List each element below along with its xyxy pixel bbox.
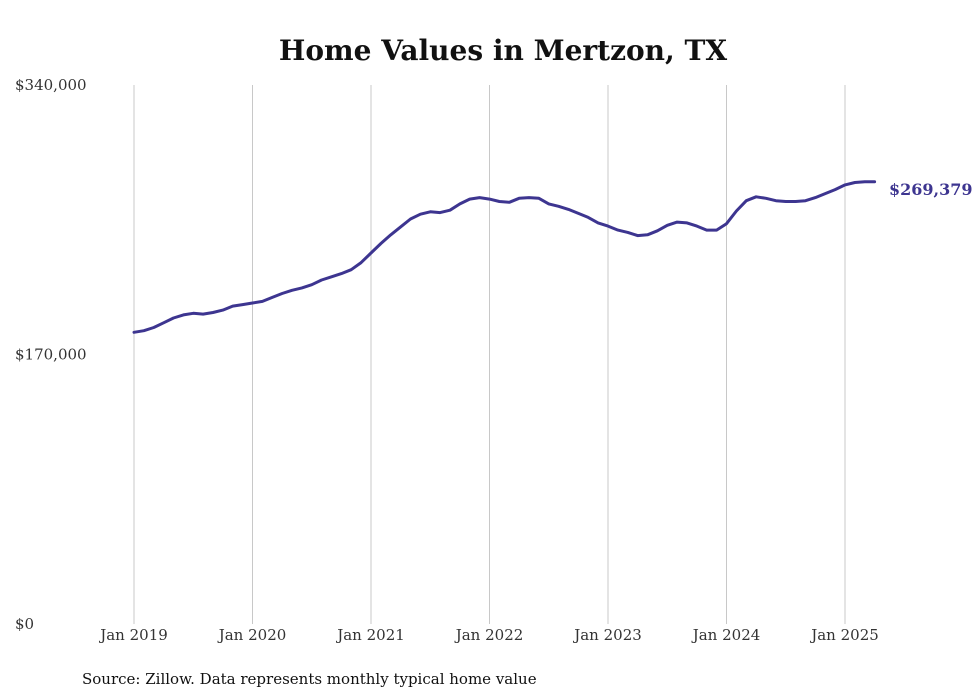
y-axis-ticks: $340,000 $170,000 $0 bbox=[15, 76, 87, 633]
y-tick-label: $170,000 bbox=[15, 346, 87, 364]
x-tick-label: Jan 2022 bbox=[454, 626, 524, 644]
y-tick-label: $340,000 bbox=[15, 76, 87, 94]
source-note: Source: Zillow. Data represents monthly … bbox=[82, 670, 537, 688]
x-axis-ticks: Jan 2019 Jan 2020 Jan 2021 Jan 2022 Jan 2023… bbox=[98, 626, 879, 644]
x-tick-label: Jan 2025 bbox=[809, 626, 879, 644]
x-tick-label: Jan 2023 bbox=[572, 626, 642, 644]
y-tick-label: $0 bbox=[15, 615, 34, 633]
x-tick-label: Jan 2020 bbox=[217, 626, 287, 644]
chart-title: Home Values in Mertzon, TX bbox=[279, 34, 727, 67]
x-tick-label: Jan 2019 bbox=[98, 626, 168, 644]
home-value-series-line bbox=[132, 180, 877, 334]
latest-value-label: $269,379 bbox=[889, 180, 973, 199]
gridlines bbox=[133, 85, 846, 624]
x-tick-label: Jan 2021 bbox=[335, 626, 405, 644]
x-tick-label: Jan 2024 bbox=[691, 626, 761, 644]
